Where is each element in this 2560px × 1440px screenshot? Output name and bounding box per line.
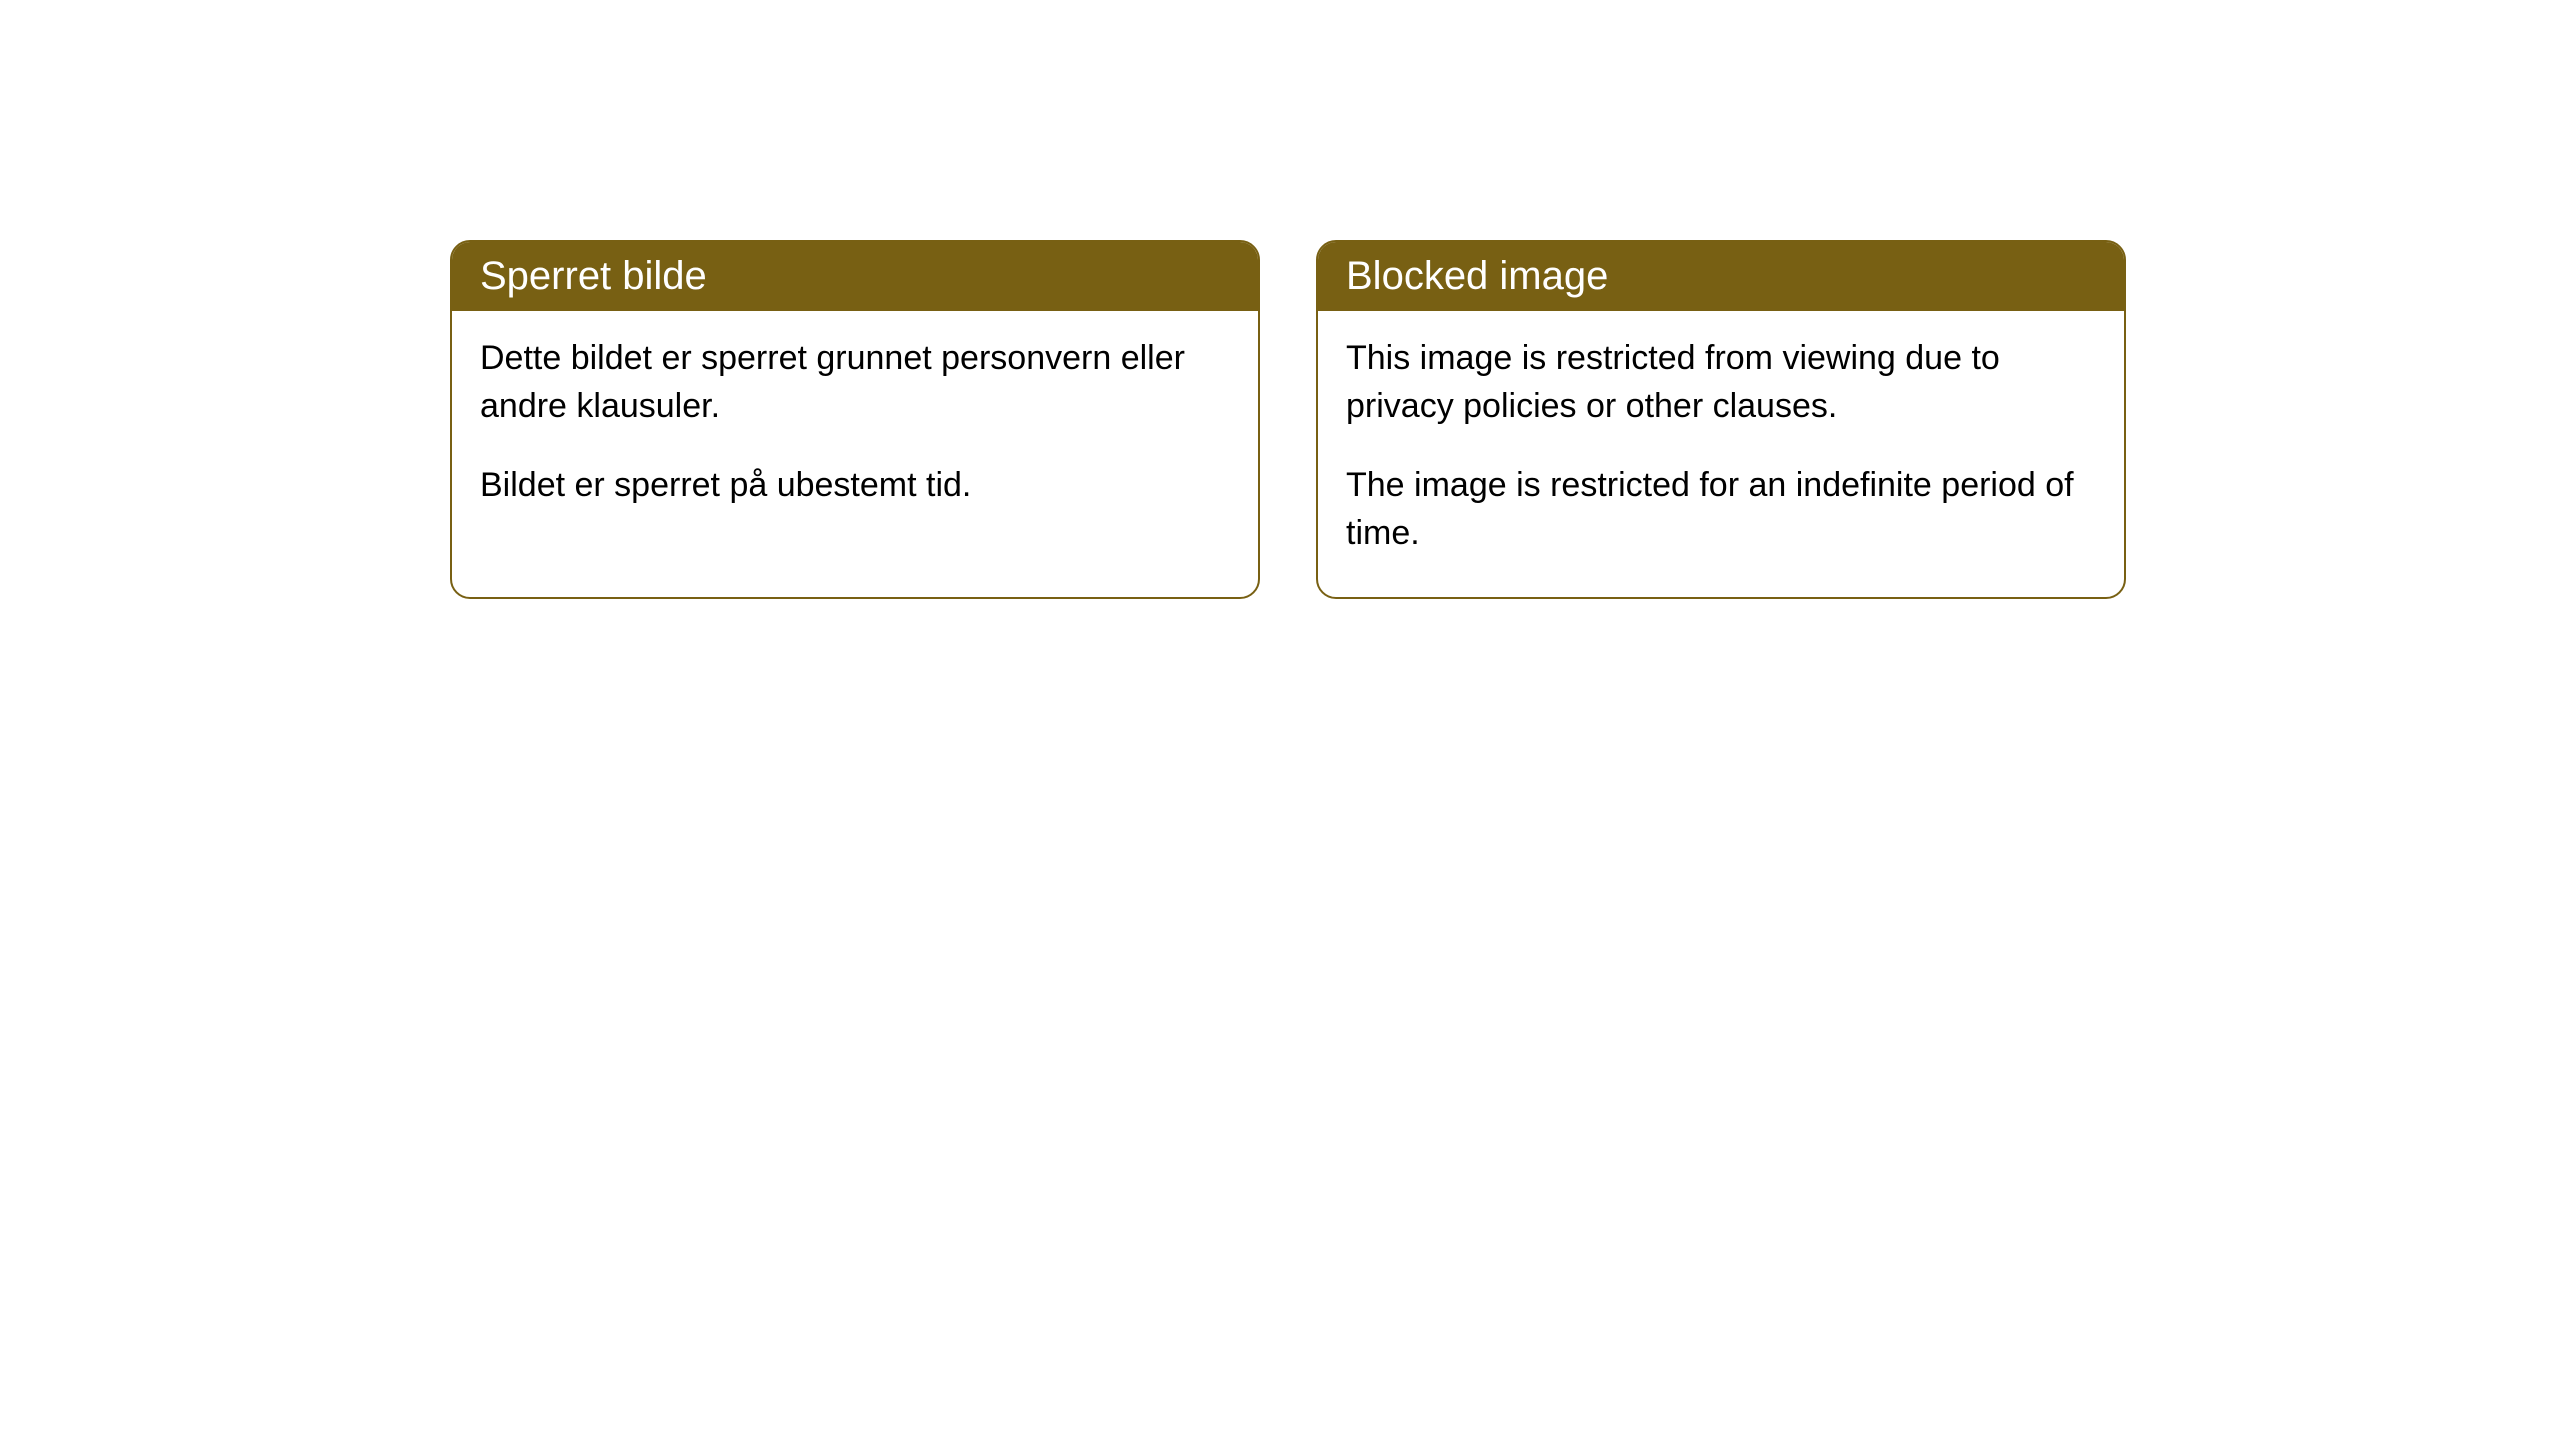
blocked-image-card-norwegian: Sperret bilde Dette bildet er sperret gr…: [450, 240, 1260, 599]
card-paragraph-1: This image is restricted from viewing du…: [1346, 335, 2096, 430]
card-header: Blocked image: [1318, 242, 2124, 311]
card-header: Sperret bilde: [452, 242, 1258, 311]
blocked-image-card-english: Blocked image This image is restricted f…: [1316, 240, 2126, 599]
cards-container: Sperret bilde Dette bildet er sperret gr…: [0, 0, 2560, 599]
card-paragraph-1: Dette bildet er sperret grunnet personve…: [480, 335, 1230, 430]
card-body: Dette bildet er sperret grunnet personve…: [452, 311, 1258, 550]
card-body: This image is restricted from viewing du…: [1318, 311, 2124, 597]
card-title: Blocked image: [1346, 254, 1608, 298]
card-paragraph-2: Bildet er sperret på ubestemt tid.: [480, 462, 1230, 510]
card-paragraph-2: The image is restricted for an indefinit…: [1346, 462, 2096, 557]
card-title: Sperret bilde: [480, 254, 707, 298]
